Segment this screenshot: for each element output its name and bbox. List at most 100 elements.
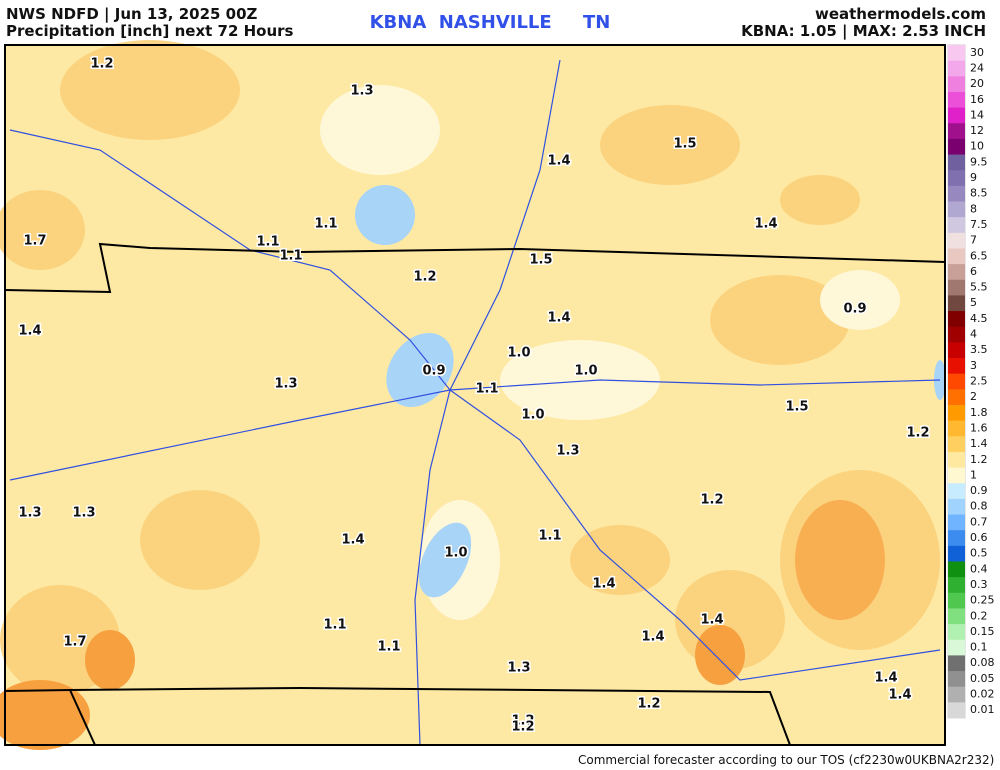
model-info: NWS NDFD | Jun 13, 2025 00Z — [6, 5, 258, 24]
legend-swatch — [948, 639, 965, 656]
value-label: 1.4 — [888, 688, 911, 703]
legend-label: 5.5 — [970, 281, 988, 294]
legend-swatch — [948, 123, 965, 140]
legend-label: 24 — [970, 61, 984, 74]
value-label: 1.1 — [323, 618, 346, 633]
value-label: 1.3 — [274, 377, 297, 392]
legend-swatch — [948, 545, 965, 562]
legend-label: 0.4 — [970, 562, 988, 575]
legend-swatch — [948, 577, 965, 594]
legend-label: 4 — [970, 328, 977, 341]
value-label: 1.2 — [90, 57, 113, 72]
legend-label: 20 — [970, 77, 984, 90]
legend-label: 0.2 — [970, 609, 988, 622]
station-title: KBNA NASHVILLE TN — [370, 12, 611, 33]
value-label: 1.1 — [377, 640, 400, 655]
value-label: 1.1 — [314, 217, 337, 232]
legend-swatch — [948, 138, 965, 156]
value-label: 1.1 — [279, 249, 302, 264]
legend-label: 0.01 — [970, 703, 995, 716]
value-label: 1.2 — [413, 270, 436, 285]
legend-swatch — [948, 342, 965, 359]
value-label: 1.2 — [906, 426, 929, 441]
value-label: 1.4 — [547, 311, 570, 326]
legend-label: 2 — [970, 390, 977, 403]
value-label: 1.4 — [641, 630, 664, 645]
value-label: 1.0 — [507, 346, 530, 361]
legend-swatch — [948, 671, 965, 688]
legend-swatch — [948, 311, 965, 328]
value-label: 1.1 — [538, 529, 561, 544]
value-label: 1.5 — [529, 253, 552, 268]
legend-label: 4.5 — [970, 312, 988, 325]
legend-swatch — [948, 561, 965, 578]
legend-label: 8.5 — [970, 187, 988, 200]
legend-label: 10 — [970, 140, 984, 153]
legend-label: 0.7 — [970, 515, 988, 528]
legend-swatch — [948, 483, 965, 500]
legend-swatch — [948, 76, 965, 93]
legend-label: 1.2 — [970, 453, 988, 466]
legend-label: 16 — [970, 93, 984, 106]
legend: 302420161412109.598.587.576.565.554.543.… — [948, 45, 995, 719]
legend-label: 1.4 — [970, 437, 988, 450]
legend-label: 5 — [970, 296, 977, 309]
product-info: Precipitation [inch] next 72 Hours — [6, 22, 294, 40]
legend-label: 7 — [970, 234, 977, 247]
value-label: 0.9 — [843, 302, 866, 317]
lighter-areas — [320, 85, 900, 620]
light-areas — [355, 185, 946, 598]
legend-label: 6.5 — [970, 249, 988, 262]
legend-label: 1.6 — [970, 421, 988, 434]
legend-swatch — [948, 420, 965, 437]
legend-swatch — [948, 436, 965, 453]
legend-swatch — [948, 154, 965, 171]
value-label: 1.2 — [511, 720, 534, 735]
value-label: 1.1 — [256, 235, 279, 250]
legend-label: 0.25 — [970, 594, 995, 607]
legend-label: 0.9 — [970, 484, 988, 497]
value-label: 1.7 — [23, 234, 46, 249]
legend-label: 0.05 — [970, 672, 995, 685]
legend-swatch — [948, 530, 965, 547]
value-label: 1.0 — [444, 546, 467, 561]
legend-label: 6 — [970, 265, 977, 278]
legend-swatch — [948, 702, 965, 719]
legend-swatch — [948, 279, 965, 296]
legend-swatch — [948, 655, 965, 672]
legend-swatch — [948, 264, 965, 281]
value-label: 1.3 — [18, 506, 41, 521]
legend-swatch — [948, 60, 965, 77]
state-borders — [4, 44, 946, 746]
legend-label: 3 — [970, 359, 977, 372]
legend-swatch — [948, 592, 965, 609]
legend-swatch — [948, 608, 965, 625]
legend-swatch — [948, 295, 965, 312]
footer-note: Commercial forecaster according to our T… — [578, 753, 994, 767]
legend-swatch — [948, 170, 965, 187]
legend-swatch — [948, 467, 965, 484]
map: 1.21.31.51.41.1 1.41.7 1.11.1 1.51.20.91.41… — [0, 40, 946, 750]
legend-swatch — [948, 498, 965, 516]
legend-label: 3.5 — [970, 343, 988, 356]
value-label: 1.3 — [507, 661, 530, 676]
legend-swatch — [948, 45, 965, 62]
legend-swatch — [948, 451, 965, 469]
value-label: 1.3 — [350, 84, 373, 99]
value-label: 1.2 — [637, 697, 660, 712]
legend-swatch — [948, 624, 965, 641]
value-label: 1.4 — [754, 217, 777, 232]
legend-swatch — [948, 389, 965, 406]
value-label: 1.2 — [700, 493, 723, 508]
value-label: 0.9 — [422, 364, 445, 379]
map-background — [5, 45, 945, 745]
legend-swatch — [948, 232, 965, 249]
legend-swatch — [948, 373, 965, 390]
legend-label: 0.02 — [970, 688, 995, 701]
value-label: 1.3 — [72, 506, 95, 521]
legend-label: 9.5 — [970, 155, 988, 168]
legend-label: 1 — [970, 468, 977, 481]
value-label: 1.0 — [574, 364, 597, 379]
value-label: 1.4 — [547, 154, 570, 169]
